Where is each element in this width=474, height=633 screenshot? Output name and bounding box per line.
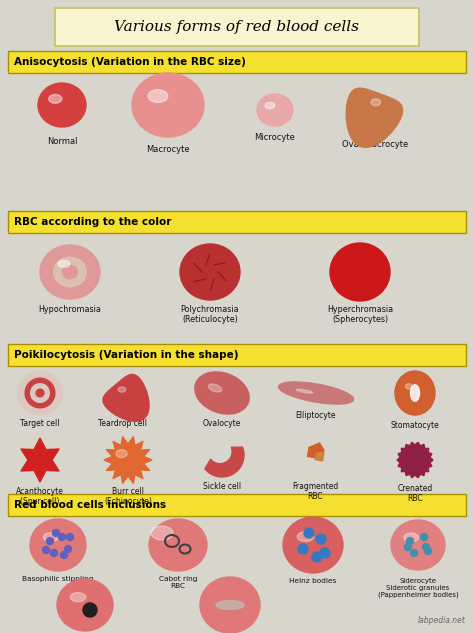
Ellipse shape [149,519,207,571]
Text: Macrocyte: Macrocyte [146,145,190,154]
Polygon shape [308,443,324,458]
Ellipse shape [195,372,249,414]
Ellipse shape [148,90,168,103]
Ellipse shape [404,533,419,542]
Ellipse shape [46,537,54,544]
Ellipse shape [312,552,322,562]
Ellipse shape [25,378,55,408]
Ellipse shape [57,579,113,631]
Text: Crenated
RBC: Crenated RBC [397,484,433,503]
Text: Hyperchromasia
(Spherocytes): Hyperchromasia (Spherocytes) [327,305,393,324]
Ellipse shape [18,371,62,415]
Text: Anisocytosis (Variation in the RBC size): Anisocytosis (Variation in the RBC size) [14,57,246,67]
FancyBboxPatch shape [55,8,419,46]
Text: Basophilic stippling: Basophilic stippling [22,576,94,582]
Ellipse shape [371,99,381,106]
Text: Target cell: Target cell [20,419,60,428]
Ellipse shape [63,265,78,279]
Text: Hypochromasia: Hypochromasia [38,305,101,314]
Ellipse shape [70,592,86,602]
Ellipse shape [83,603,97,617]
Ellipse shape [43,546,49,553]
Ellipse shape [297,532,314,541]
Polygon shape [205,447,244,477]
Ellipse shape [405,384,412,389]
Ellipse shape [49,94,62,103]
Text: Fragmented
RBC: Fragmented RBC [292,482,338,501]
Ellipse shape [66,534,73,541]
Ellipse shape [43,532,59,542]
Polygon shape [104,437,152,484]
Text: Normal: Normal [47,137,77,146]
Text: Oval macrocyte: Oval macrocyte [342,140,408,149]
Ellipse shape [38,83,86,127]
Text: Siderocyte
Siderotic granules
(Pappenheimer bodies): Siderocyte Siderotic granules (Pappenhei… [378,578,458,598]
Ellipse shape [410,385,419,401]
Ellipse shape [116,449,127,458]
Polygon shape [346,88,402,147]
Ellipse shape [304,528,314,538]
Ellipse shape [54,257,86,287]
Ellipse shape [132,73,204,137]
Ellipse shape [283,517,343,573]
Ellipse shape [320,548,330,558]
Ellipse shape [404,544,411,551]
Ellipse shape [58,261,70,267]
Ellipse shape [330,243,390,301]
Text: Microcyte: Microcyte [255,133,295,142]
Ellipse shape [61,551,67,558]
Ellipse shape [216,601,244,610]
Text: Cabot ring
RBC: Cabot ring RBC [159,576,197,589]
Ellipse shape [208,384,222,392]
Ellipse shape [410,549,418,556]
Ellipse shape [200,577,260,633]
FancyBboxPatch shape [8,344,466,366]
Ellipse shape [51,549,57,556]
Text: labpedia.net: labpedia.net [418,616,466,625]
Text: Burr cell
(Echinocyte): Burr cell (Echinocyte) [104,487,152,506]
Text: Red blood cells inclusions: Red blood cells inclusions [14,500,166,510]
Ellipse shape [279,382,354,404]
Ellipse shape [265,103,275,109]
Text: Polychromasia
(Reticulocyte): Polychromasia (Reticulocyte) [181,305,239,324]
Ellipse shape [296,389,313,393]
Text: RBC according to the color: RBC according to the color [14,217,172,227]
Ellipse shape [407,537,413,544]
Text: Various forms of red blood cells: Various forms of red blood cells [115,20,359,34]
Text: Stomatocyte: Stomatocyte [391,421,439,430]
Text: Heinz bodies: Heinz bodies [289,578,337,584]
Ellipse shape [58,534,65,541]
FancyBboxPatch shape [8,51,466,73]
Ellipse shape [180,244,240,300]
Ellipse shape [316,534,326,544]
Text: Teardrop cell: Teardrop cell [99,419,147,428]
Ellipse shape [422,544,429,551]
Text: Poikilocytosis (Variation in the shape): Poikilocytosis (Variation in the shape) [14,350,238,360]
Ellipse shape [257,94,293,126]
Ellipse shape [395,371,435,415]
Ellipse shape [40,245,100,299]
Polygon shape [315,452,324,461]
Text: Elliptocyte: Elliptocyte [296,411,336,420]
Text: Ovalocyte: Ovalocyte [203,419,241,428]
Ellipse shape [151,526,173,540]
Text: Acanthocyte
(Spur cell): Acanthocyte (Spur cell) [16,487,64,506]
Ellipse shape [30,519,86,571]
Ellipse shape [298,544,308,554]
Ellipse shape [425,548,431,555]
Ellipse shape [420,534,428,541]
Ellipse shape [36,389,44,397]
Ellipse shape [118,387,126,392]
Ellipse shape [391,520,445,570]
Polygon shape [21,438,59,482]
Ellipse shape [31,384,49,403]
Text: Sickle cell: Sickle cell [203,482,241,491]
FancyBboxPatch shape [8,211,466,233]
Ellipse shape [53,529,60,537]
Polygon shape [103,375,149,421]
Ellipse shape [64,546,72,553]
Polygon shape [397,442,433,478]
FancyBboxPatch shape [8,494,466,516]
